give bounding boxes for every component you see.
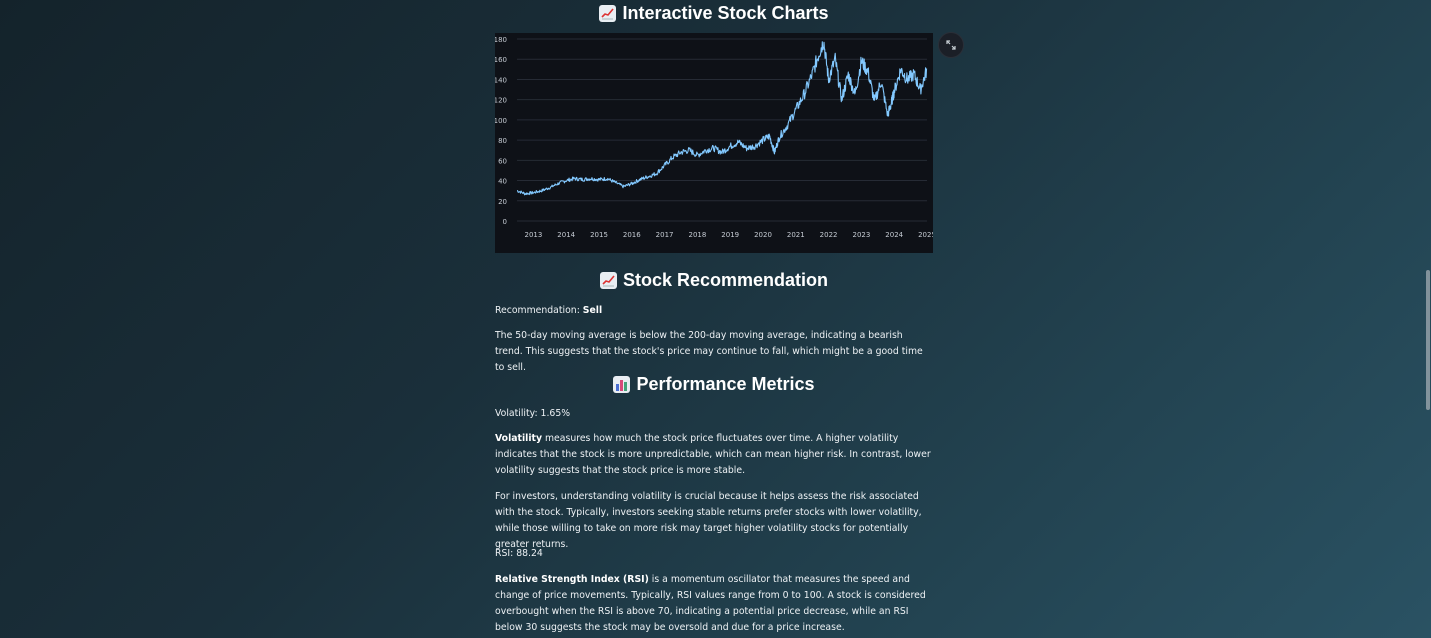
x-tick-label: 2019 xyxy=(721,231,739,239)
y-tick-label: 100 xyxy=(495,117,507,125)
recommendation-explanation: The 50-day moving average is below the 2… xyxy=(495,330,923,373)
y-tick-label: 140 xyxy=(495,76,507,84)
volatility-investors: For investors, understanding volatility … xyxy=(495,491,922,550)
y-tick-label: 160 xyxy=(495,56,507,64)
volatility-desc-text: measures how much the stock price fluctu… xyxy=(495,433,931,476)
x-tick-label: 2025 xyxy=(918,231,933,239)
y-tick-label: 20 xyxy=(498,198,507,206)
y-tick-label: 120 xyxy=(495,97,507,105)
performance-heading-text: Performance Metrics xyxy=(636,374,815,394)
recommendation-label: Recommendation: xyxy=(495,305,580,316)
rsi-value: RSI: 88.24 xyxy=(495,548,543,559)
charts-heading-text: Interactive Stock Charts xyxy=(622,3,829,23)
stock-price-chart[interactable]: 0 20 40 60 80 100 120 140 160 180 2013 2014 2015 2016… xyxy=(494,33,936,253)
performance-heading: Performance Metrics xyxy=(495,374,933,395)
y-tick-label: 180 xyxy=(495,36,507,44)
recommendation-value: Sell xyxy=(582,305,603,316)
scrollbar-thumb[interactable] xyxy=(1426,270,1430,410)
chart-increasing-icon xyxy=(599,272,617,289)
fullscreen-button[interactable] xyxy=(938,32,964,58)
x-tick-label: 2018 xyxy=(688,231,706,239)
y-tick-label: 0 xyxy=(503,218,507,226)
volatility-term: Volatility xyxy=(495,433,543,444)
x-tick-label: 2015 xyxy=(590,231,608,239)
x-tick-label: 2020 xyxy=(754,231,772,239)
recommendation-line: Recommendation: Sell xyxy=(495,303,933,319)
x-tick-label: 2013 xyxy=(524,231,542,239)
y-tick-label: 60 xyxy=(498,157,507,165)
rsi-description: Relative Strength Index (RSI) is a momen… xyxy=(495,572,933,636)
volatility-description: Volatility measures how much the stock p… xyxy=(495,431,933,479)
rsi-term: Relative Strength Index (RSI) xyxy=(495,574,649,585)
x-tick-label: 2014 xyxy=(557,231,575,239)
y-tick-label: 40 xyxy=(498,178,507,186)
page-scrollbar[interactable] xyxy=(1425,0,1431,638)
chart-increasing-icon xyxy=(599,5,617,22)
price-series-line xyxy=(517,41,928,196)
rsi-desc-text: is a momentum oscillator that measures t… xyxy=(495,574,926,633)
x-tick-label: 2021 xyxy=(787,231,805,239)
y-tick-label: 80 xyxy=(498,137,507,145)
x-tick-label: 2016 xyxy=(623,231,641,239)
recommendation-heading: Stock Recommendation xyxy=(495,270,933,291)
stock-price-chart-svg: 0 20 40 60 80 100 120 140 160 180 2013 2014 2015 2016… xyxy=(494,36,936,239)
bar-chart-icon xyxy=(613,376,631,393)
x-tick-label: 2024 xyxy=(885,231,903,239)
x-tick-label: 2023 xyxy=(852,231,870,239)
x-tick-label: 2022 xyxy=(820,231,838,239)
volatility-value: Volatility: 1.65% xyxy=(495,408,571,419)
x-tick-label: 2017 xyxy=(656,231,674,239)
charts-heading: Interactive Stock Charts xyxy=(495,3,933,24)
recommendation-heading-text: Stock Recommendation xyxy=(622,270,829,290)
fullscreen-icon xyxy=(946,40,956,50)
